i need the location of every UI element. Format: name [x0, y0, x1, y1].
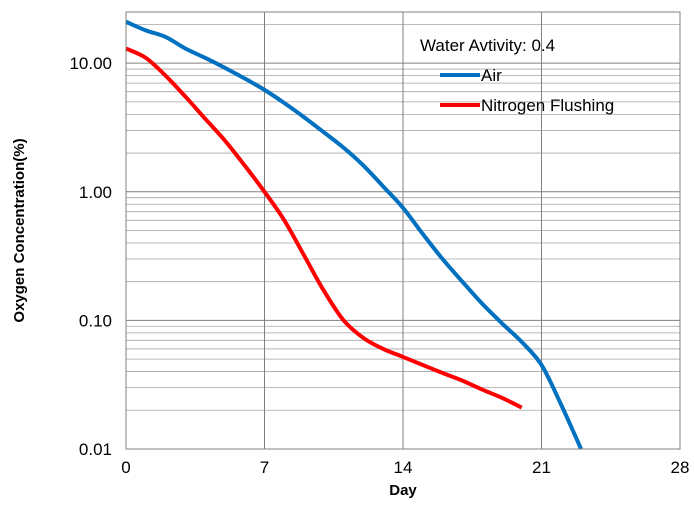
x-tick-label: 7 — [260, 458, 269, 477]
legend-title: Water Avtivity: 0.4 — [420, 36, 555, 55]
gridlines — [125, 12, 681, 450]
y-tick-label: 0.01 — [79, 440, 112, 459]
y-axis-title: Oxygen Concentration(%) — [11, 138, 28, 322]
y-tick-label: 1.00 — [79, 183, 112, 202]
legend: Water Avtivity: 0.4 Air Nitrogen Flushing — [420, 36, 614, 115]
x-tick-label: 21 — [532, 458, 551, 477]
tick-labels: 0 7 14 21 28 0.01 0.10 1.00 10.00 — [69, 54, 689, 477]
legend-label: Air — [481, 66, 502, 85]
y-tick-label: 0.10 — [79, 311, 112, 330]
series-line-1 — [125, 19, 583, 450]
x-tick-label: 14 — [394, 458, 413, 477]
plot-area-frame — [125, 11, 681, 450]
x-axis-title: Day — [389, 482, 417, 499]
x-tick-label: 0 — [121, 458, 130, 477]
y-tick-label: 10.00 — [69, 54, 112, 73]
series-lines — [125, 19, 583, 450]
x-tick-label: 28 — [671, 458, 690, 477]
legend-label: Nitrogen Flushing — [481, 96, 614, 115]
series-line-2 — [125, 46, 523, 410]
